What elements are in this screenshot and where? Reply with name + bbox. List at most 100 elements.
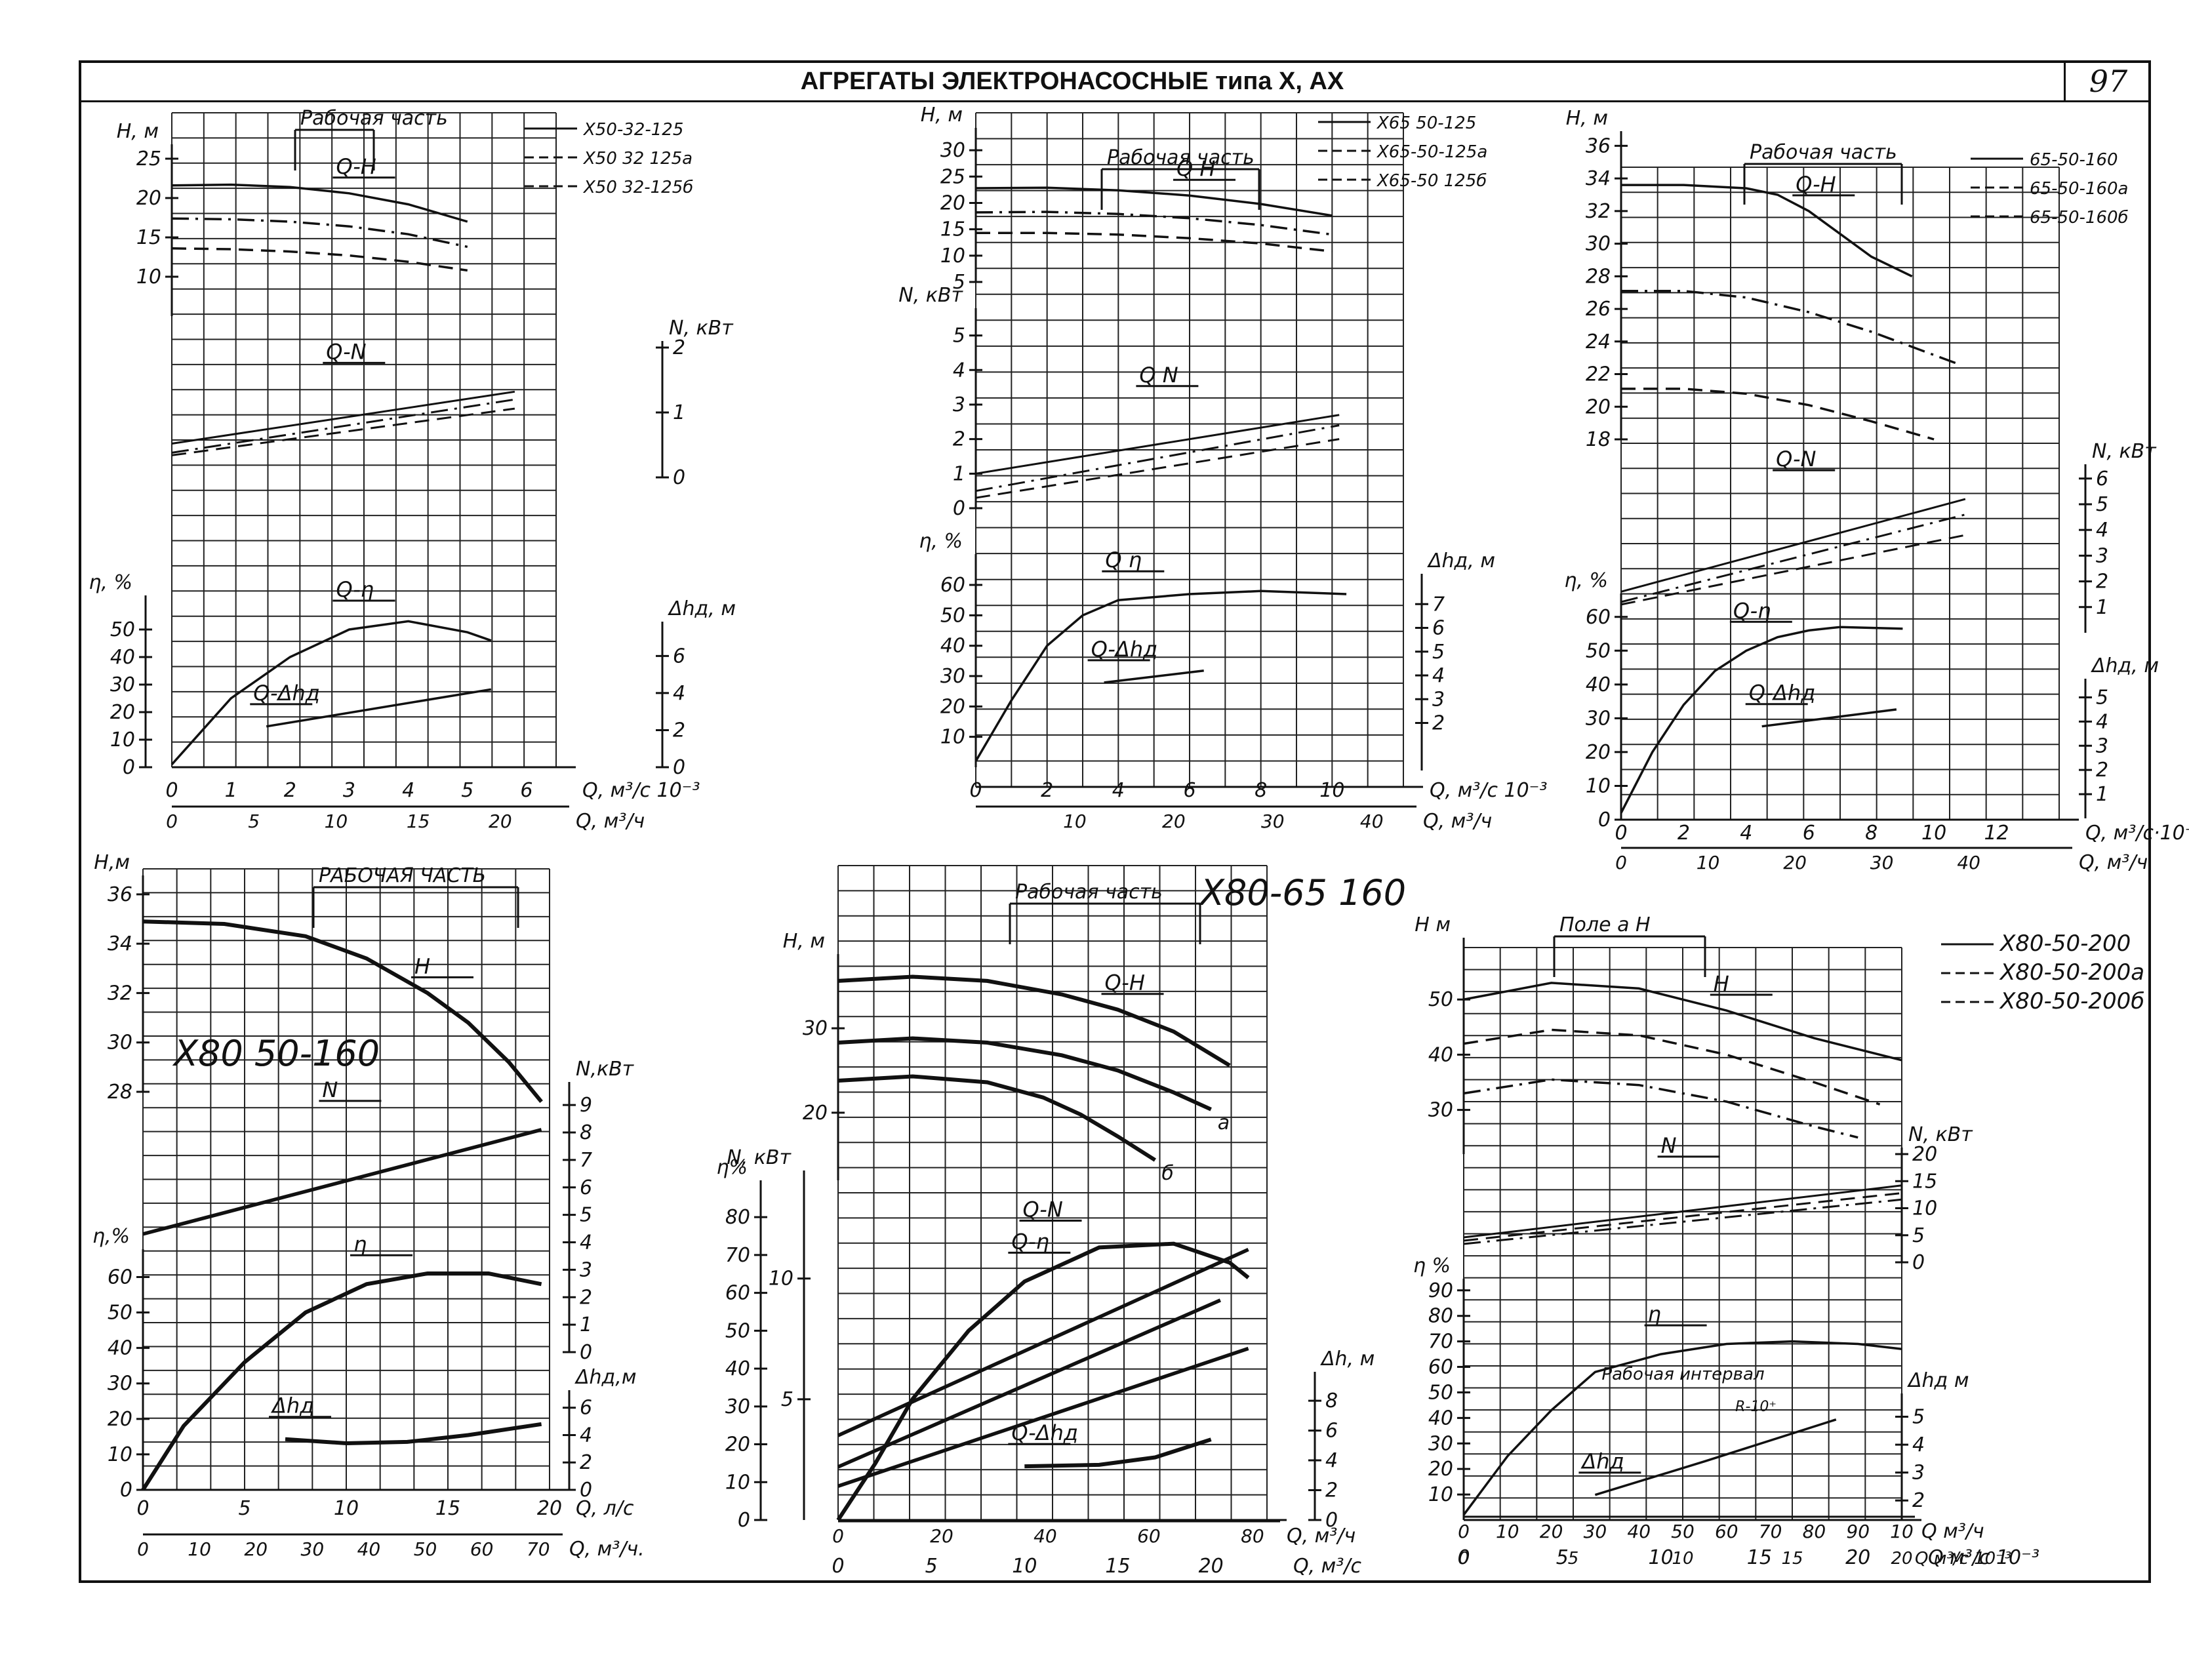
x-tick-label: 10 xyxy=(1012,1555,1037,1578)
x-tick-label: 10 xyxy=(1697,852,1720,873)
x-tick-label: 4 xyxy=(1740,822,1752,845)
efficiency-tick-label: 40 xyxy=(1586,673,1611,696)
x-tick-label: 6 xyxy=(520,779,532,802)
power-curve-3 xyxy=(171,407,515,456)
x-tick-label: 8 xyxy=(1865,822,1878,845)
curve-label: а xyxy=(1218,1111,1230,1134)
head-curve-1 xyxy=(1463,982,1902,1062)
x-tick-label: 0 xyxy=(1458,1549,1470,1569)
efficiency-tick-label: 70 xyxy=(1428,1330,1453,1353)
efficiency-curve xyxy=(1620,626,1903,814)
curve-label: Q-H xyxy=(1796,172,1836,197)
power-tick-label: 1 xyxy=(953,462,965,485)
efficiency-tick-label: 50 xyxy=(725,1319,750,1342)
head-tick-label: 50 xyxy=(1428,988,1453,1011)
x-tick-label: 0 xyxy=(136,1497,149,1520)
efficiency-tick-label: 60 xyxy=(1586,606,1611,629)
x-tick-label: 20 xyxy=(1845,1546,1870,1569)
efficiency-tick-label: 40 xyxy=(1428,1407,1453,1430)
chart-grid xyxy=(1463,947,1902,1521)
x-tick-label: 2 xyxy=(1041,779,1053,802)
power-tick-label: 4 xyxy=(953,359,965,382)
sheet-header: АГРЕГАТЫ ЭЛЕКТРОНАСОСНЫЕ типа Х, АХ 97 xyxy=(79,60,2151,102)
x-axis-label: Q, м³/ч xyxy=(2079,851,2148,874)
x-tick-label: 10 xyxy=(1921,822,1946,845)
power-tick-label: 1 xyxy=(673,401,685,424)
npsh-curve xyxy=(285,1422,542,1446)
x-axis-label: Q м³/с 10⁻³ xyxy=(1915,1549,2011,1569)
chart-grid xyxy=(1620,167,2060,820)
power-tick-label: 2 xyxy=(953,428,965,451)
head-tick-label: 28 xyxy=(108,1081,132,1104)
npsh-tick-label: 0 xyxy=(580,1479,592,1502)
x-tick-label: 0 xyxy=(832,1555,844,1578)
legend-entry: Х65 50-125 xyxy=(1376,113,1476,133)
power-tick-label: 2 xyxy=(580,1286,592,1309)
head-tick-label: 25 xyxy=(136,148,161,170)
x-tick-label: 0 xyxy=(969,779,982,802)
x-tick-label: 5 xyxy=(461,779,473,802)
power-tick-label: 3 xyxy=(953,393,965,416)
npsh-note: R-10⁺ xyxy=(1735,1399,1777,1415)
curve-label: Q-N xyxy=(326,339,366,364)
efficiency-tick-label: 20 xyxy=(940,695,965,718)
power-curve-3 xyxy=(837,1346,1249,1489)
npsh-tick-label: 2 xyxy=(1325,1479,1338,1502)
head-tick-label: 32 xyxy=(108,982,132,1005)
x-tick-label: 40 xyxy=(1957,852,1980,873)
efficiency-tick-label: 60 xyxy=(108,1266,132,1289)
x-tick-label: 50 xyxy=(414,1538,437,1560)
legend-entry: Х50 32 125а xyxy=(582,149,693,169)
power-tick-label: 10 xyxy=(1912,1197,1937,1220)
x-tick-label: 20 xyxy=(1199,1555,1224,1578)
efficiency-axis-label: η, % xyxy=(919,530,963,553)
npsh-tick-label: 2 xyxy=(580,1451,592,1474)
legend-entry: 65-50-160 xyxy=(2030,150,2118,170)
head-curve-2 xyxy=(1463,1028,1881,1106)
power-tick-label: 1 xyxy=(2096,596,2108,619)
power-tick-label: 1 xyxy=(580,1313,592,1336)
curve-label: Q-Δhд xyxy=(1749,681,1816,706)
x-tick-label: 20 xyxy=(244,1538,268,1560)
x-tick-label: 0 xyxy=(1457,1546,1470,1569)
page-number: 97 xyxy=(2064,60,2151,102)
x-tick-label: 5 xyxy=(248,810,260,832)
power-tick-label: 10 xyxy=(769,1268,793,1290)
efficiency-curve xyxy=(1462,1340,1902,1516)
x-tick-label: 30 xyxy=(301,1538,325,1560)
efficiency-tick-label: 20 xyxy=(1586,741,1611,764)
npsh-tick-label: 6 xyxy=(1325,1420,1338,1443)
power-tick-label: 5 xyxy=(1912,1224,1925,1247)
head-tick-label: 34 xyxy=(108,932,132,955)
efficiency-tick-label: 50 xyxy=(110,618,135,641)
x-axis-label: Q, м³/ч xyxy=(1287,1525,1356,1548)
curve-label: H xyxy=(414,953,430,978)
efficiency-tick-label: 0 xyxy=(120,1479,132,1502)
efficiency-tick-label: 50 xyxy=(108,1302,132,1325)
legend-entry: Х80-50-200 xyxy=(1999,930,2131,957)
head-curve-3 xyxy=(1621,388,1935,441)
head-curve-3 xyxy=(976,231,1333,253)
head-tick-label: 30 xyxy=(1428,1099,1453,1122)
head-axis-label: H,м xyxy=(94,851,130,874)
x-tick-label: 5 xyxy=(1568,1549,1579,1569)
npsh-tick-label: 8 xyxy=(1325,1390,1338,1412)
efficiency-tick-label: 10 xyxy=(1586,774,1611,797)
head-tick-label: 26 xyxy=(1586,298,1611,321)
efficiency-tick-label: 10 xyxy=(108,1443,132,1466)
efficiency-tick-label: 30 xyxy=(1428,1432,1453,1455)
npsh-curve xyxy=(1594,1418,1837,1496)
x-tick-label: 20 xyxy=(1891,1549,1912,1569)
efficiency-axis-label: η, % xyxy=(1564,569,1608,592)
curve-label: N xyxy=(1661,1133,1677,1158)
x-tick-label: 70 xyxy=(1759,1521,1782,1542)
efficiency-tick-label: 10 xyxy=(110,729,135,751)
head-tick-label: 10 xyxy=(136,266,161,289)
npsh-tick-label: 0 xyxy=(1325,1509,1338,1532)
efficiency-tick-label: 60 xyxy=(940,574,965,597)
efficiency-tick-label: 20 xyxy=(725,1433,750,1456)
power-tick-label: 8 xyxy=(580,1121,592,1144)
npsh-tick-label: 2 xyxy=(673,719,685,742)
efficiency-tick-label: 20 xyxy=(108,1408,132,1431)
